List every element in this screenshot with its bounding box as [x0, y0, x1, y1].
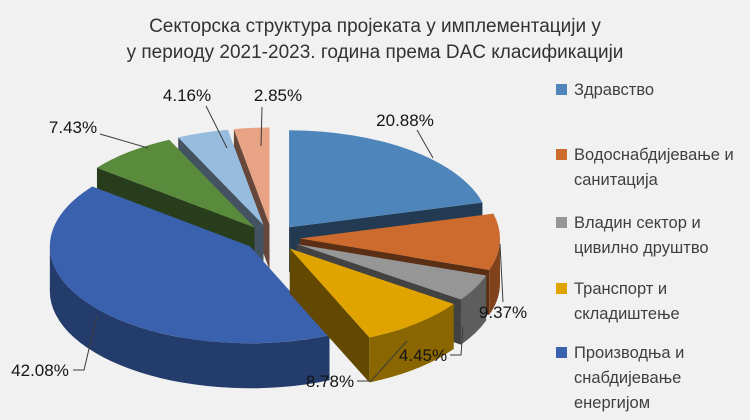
slice-percent-label: 4.16%	[163, 86, 211, 105]
legend-item: Транспорт и складиштење	[556, 277, 748, 327]
legend-label: Владин сектор и цивилно друштво	[574, 214, 709, 257]
pie-slice-rim	[369, 303, 454, 383]
pie-slice-rim	[49, 246, 330, 389]
legend-swatch-icon	[556, 283, 567, 294]
pie-slice-top	[49, 186, 330, 344]
label-leader-line	[99, 133, 149, 149]
slice-percent-label: 42.08%	[11, 361, 69, 380]
label-leader-line	[260, 106, 263, 147]
legend-label: Водоснабдијевање и санитација	[574, 146, 734, 189]
chart-title-line2: у периоду 2021-2023. година према DAC кл…	[126, 42, 624, 63]
legend-label: Здравство	[574, 81, 655, 99]
label-leader-line	[73, 314, 98, 371]
chart-legend: Здравство Водоснабдијевање и санитација …	[556, 0, 748, 420]
label-leader-line	[357, 340, 408, 382]
legend-item: Производња и снабдијевање енергијом	[556, 341, 748, 416]
pie-slice-rim	[460, 275, 487, 345]
slice-percent-label: 2.85%	[254, 86, 302, 105]
pie-slice-top	[289, 130, 483, 228]
pie-slice-top	[299, 213, 500, 270]
legend-swatch-icon	[556, 149, 567, 160]
pie-slice-top	[178, 129, 264, 226]
label-leader-line	[416, 129, 434, 159]
chart-title-line1: Секторска структура пројеката у имплемен…	[149, 16, 601, 37]
label-leader-line	[450, 326, 464, 356]
chart-title: Секторска структура пројеката у имплемен…	[0, 14, 750, 66]
legend-item: Водоснабдијевање и санитација	[556, 143, 748, 193]
legend-item: Владин сектор и цивилно друштво	[556, 211, 748, 261]
legend-swatch-icon	[556, 347, 567, 358]
slice-percent-label: 4.45%	[399, 346, 447, 365]
pie-slice-top	[289, 248, 454, 338]
slice-percent-label: 20.88%	[376, 111, 434, 130]
pie-slice-top	[296, 244, 487, 300]
legend-swatch-icon	[556, 217, 567, 228]
slice-percent-label: 8.78%	[306, 372, 354, 391]
pie-slice-cut-face	[289, 248, 370, 383]
label-leader-line	[205, 105, 228, 149]
pie-slice-rim	[489, 238, 500, 315]
legend-label: Производња и снабдијевање енергијом	[574, 344, 685, 412]
slice-percent-label: 7.43%	[49, 118, 97, 137]
legend-swatch-icon	[556, 84, 567, 95]
legend-label: Транспорт и складиштење	[574, 280, 680, 323]
slice-percent-label: 9.37%	[479, 303, 527, 322]
label-leader-line	[499, 243, 504, 303]
pie-slice-top	[233, 127, 270, 225]
pie-slice-top	[96, 139, 255, 228]
legend-item: Здравство	[556, 78, 654, 103]
